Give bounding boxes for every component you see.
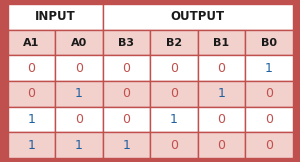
Text: B2: B2 xyxy=(166,38,182,47)
Bar xyxy=(8,107,55,132)
Bar xyxy=(197,55,245,81)
Bar xyxy=(55,55,103,81)
Text: 0: 0 xyxy=(170,139,178,152)
Text: 0: 0 xyxy=(217,139,225,152)
Text: 1: 1 xyxy=(122,139,130,152)
Text: 0: 0 xyxy=(122,62,130,75)
Bar xyxy=(150,55,197,81)
Text: 0: 0 xyxy=(75,62,83,75)
Text: 1: 1 xyxy=(170,113,178,126)
Bar xyxy=(245,30,292,55)
Bar xyxy=(55,107,103,132)
Bar xyxy=(245,107,292,132)
Bar xyxy=(8,4,103,30)
Bar xyxy=(55,30,103,55)
Text: OUTPUT: OUTPUT xyxy=(170,10,225,23)
Bar xyxy=(55,81,103,107)
Text: 0: 0 xyxy=(217,62,225,75)
Bar xyxy=(197,81,245,107)
Text: B1: B1 xyxy=(213,38,229,47)
Bar xyxy=(150,30,197,55)
Bar xyxy=(8,132,55,158)
Bar xyxy=(197,132,245,158)
Text: 0: 0 xyxy=(170,62,178,75)
Text: 0: 0 xyxy=(265,113,273,126)
Bar xyxy=(150,132,197,158)
Text: 1: 1 xyxy=(217,87,225,100)
Text: 0: 0 xyxy=(27,62,35,75)
Bar xyxy=(8,55,55,81)
Text: 0: 0 xyxy=(75,113,83,126)
Text: 0: 0 xyxy=(122,87,130,100)
Text: 0: 0 xyxy=(27,87,35,100)
Bar xyxy=(197,30,245,55)
Bar xyxy=(245,55,292,81)
Bar xyxy=(197,107,245,132)
Text: A0: A0 xyxy=(70,38,87,47)
Text: 0: 0 xyxy=(170,87,178,100)
Text: B3: B3 xyxy=(118,38,134,47)
Text: 0: 0 xyxy=(122,113,130,126)
Bar xyxy=(103,107,150,132)
Text: 1: 1 xyxy=(27,113,35,126)
Text: 0: 0 xyxy=(217,113,225,126)
Text: 0: 0 xyxy=(265,139,273,152)
Text: A1: A1 xyxy=(23,38,39,47)
Bar xyxy=(245,81,292,107)
Bar xyxy=(103,4,292,30)
Bar xyxy=(103,132,150,158)
Bar xyxy=(150,107,197,132)
Bar xyxy=(8,81,55,107)
Text: 1: 1 xyxy=(75,139,83,152)
Text: 1: 1 xyxy=(27,139,35,152)
Bar xyxy=(8,30,55,55)
Text: INPUT: INPUT xyxy=(34,10,75,23)
Bar xyxy=(103,30,150,55)
Bar xyxy=(103,81,150,107)
Text: 0: 0 xyxy=(265,87,273,100)
Text: 1: 1 xyxy=(75,87,83,100)
Bar xyxy=(245,132,292,158)
Text: B0: B0 xyxy=(261,38,277,47)
Bar xyxy=(103,55,150,81)
Text: 1: 1 xyxy=(265,62,273,75)
Bar xyxy=(150,81,197,107)
Bar xyxy=(55,132,103,158)
